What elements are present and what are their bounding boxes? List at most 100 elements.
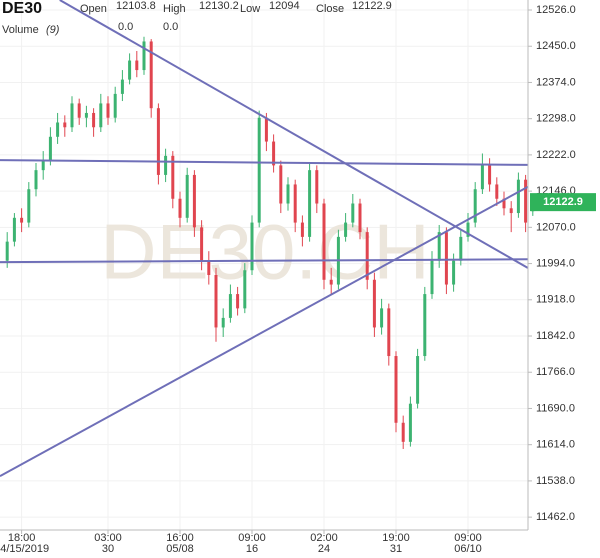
y-tick-label: 12298.0 (536, 113, 576, 125)
candle-body (516, 179, 520, 214)
y-tick-label: 12526.0 (536, 4, 576, 16)
candle-body (178, 198, 182, 218)
volume-label: Volume (2, 24, 39, 36)
candle-body (128, 60, 132, 80)
candle-body (164, 155, 168, 175)
last-price-box (530, 193, 596, 212)
grid (0, 0, 528, 530)
candle-body (279, 165, 283, 204)
candle-body (293, 184, 297, 223)
candle-body (192, 174, 196, 228)
candle-body (113, 93, 117, 118)
candle-body (70, 103, 74, 128)
close-value: 12122.9 (352, 0, 392, 12)
candle-body (84, 112, 88, 118)
volume-value: 0.0 (163, 21, 178, 33)
y-tick-label: 11766.0 (536, 366, 575, 378)
candle-body (264, 117, 268, 142)
y-tick-label: 11690.0 (536, 402, 575, 414)
candle-body (509, 208, 513, 214)
candle-body (228, 294, 232, 318)
candle-body (149, 41, 153, 109)
candle-body (171, 155, 175, 199)
candle-body (207, 260, 211, 276)
candle-body (48, 136, 52, 161)
candle-body (99, 103, 103, 128)
y-tick-label: 12450.0 (536, 40, 576, 52)
candle-body (351, 203, 355, 223)
candle-body (92, 112, 96, 128)
candle-body (344, 222, 348, 237)
low-value: 12094 (269, 0, 300, 12)
candle-body (286, 184, 290, 204)
candle-body (5, 241, 9, 261)
candle-body (437, 232, 441, 261)
y-tick-label: 11538.0 (536, 475, 575, 487)
candle-body (315, 170, 319, 204)
candle-body (236, 294, 240, 309)
x-tick-date: 16 (246, 543, 258, 555)
volume-value: 0.0 (118, 21, 133, 33)
candle-body (300, 222, 304, 237)
candle-body (20, 217, 24, 223)
candle-body (524, 179, 528, 223)
x-tick-date: 05/08 (166, 543, 194, 555)
x-tick-date: 30 (102, 543, 114, 555)
trendline (0, 258, 528, 264)
trendline (59, 0, 529, 269)
candle-body (488, 165, 492, 185)
candle-body (480, 165, 484, 190)
last-price-label: 12122.9 (543, 196, 583, 208)
x-tick-date: 06/10 (454, 543, 482, 555)
chart-title: DE30 (2, 0, 42, 17)
candle-body (408, 403, 412, 442)
trendline (0, 159, 528, 166)
candle-body (63, 122, 67, 128)
candle-body (12, 217, 16, 242)
low-label: Low (240, 3, 260, 15)
y-tick-label: 11994.0 (536, 257, 575, 269)
trendline (0, 185, 529, 478)
y-tick-label: 12222.0 (536, 149, 576, 161)
candle-body (56, 122, 60, 137)
y-tick-label: 11614.0 (536, 439, 575, 451)
candle-body (27, 189, 31, 223)
candle-body (502, 198, 506, 209)
x-tick-date: 31 (390, 543, 402, 555)
x-tick-label: 19:00 (382, 532, 410, 544)
candle-body (372, 279, 376, 328)
candle-body (221, 317, 225, 328)
candle-body (214, 275, 218, 328)
open-label: Open (80, 3, 107, 15)
high-value: 12130.2 (199, 0, 239, 12)
candle-body (257, 117, 261, 223)
candle-body (401, 422, 405, 442)
candle-body (452, 260, 456, 285)
candle-body (365, 232, 369, 280)
candle-body (272, 141, 276, 166)
volume-period: (9) (46, 24, 60, 36)
candle-body (358, 203, 362, 233)
candle-body (142, 41, 146, 71)
y-tick-label: 11842.0 (536, 330, 575, 342)
candle-body (329, 279, 333, 285)
x-tick-label: 03:00 (94, 532, 122, 544)
candle-body (135, 60, 139, 71)
candle-body (444, 232, 448, 285)
candle-body (120, 79, 124, 94)
candle-body (185, 174, 189, 218)
open-value: 12103.8 (116, 0, 156, 12)
candle-body (394, 356, 398, 423)
high-label: High (163, 3, 186, 15)
candle-body (308, 170, 312, 237)
candle-body (106, 103, 110, 118)
candle-body (495, 184, 499, 199)
y-tick-label: 12374.0 (536, 76, 576, 88)
candle-body (416, 356, 420, 404)
candle-body (156, 108, 160, 175)
y-tick-label: 11462.0 (536, 511, 575, 523)
candle-body (459, 236, 463, 261)
plot (0, 0, 535, 478)
x-tick-label: 02:00 (310, 532, 338, 544)
